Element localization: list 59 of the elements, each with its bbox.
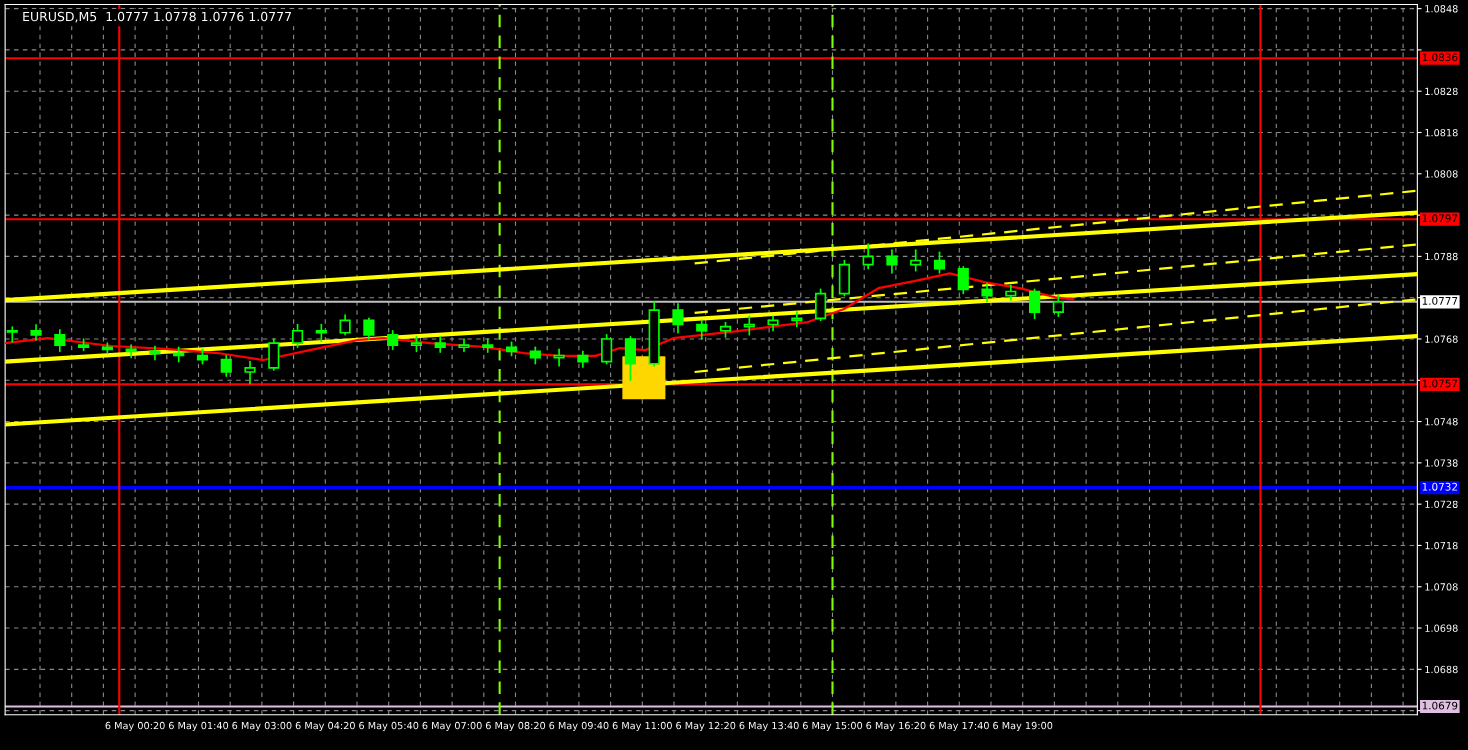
candlestick — [601, 334, 613, 365]
candlestick — [291, 323, 304, 349]
ref-line-label: 1.0757 — [1422, 379, 1458, 388]
ref-line-label: 1.0836 — [1422, 53, 1458, 62]
ref-line-label: 1.0797 — [1422, 214, 1458, 223]
candlestick — [482, 338, 494, 354]
x-tick-label: 6 May 00:20 — [105, 721, 165, 732]
x-tick-label: 6 May 16:20 — [866, 721, 926, 732]
y-tick-label: 1.0818 — [1425, 128, 1458, 137]
x-tick-label: 6 May 09:40 — [549, 721, 609, 732]
y-tick-label: 1.0738 — [1425, 459, 1458, 467]
y-tick-label: 1.0808 — [1425, 170, 1458, 178]
x-tick-label: 6 May 03:00 — [232, 721, 292, 732]
x-tick-label: 6 May 13:40 — [739, 721, 799, 732]
x-tick-label: 6 May 11:00 — [612, 721, 672, 732]
candlestick — [981, 282, 993, 303]
candlestick — [862, 243, 874, 270]
x-tick-label: 6 May 12:20 — [676, 721, 736, 732]
y-tick-label: 1.0708 — [1425, 583, 1458, 591]
ref-line-label: 1.0679 — [1422, 701, 1458, 710]
candlestick — [933, 251, 946, 274]
y-tick-label: 1.0728 — [1425, 500, 1458, 508]
y-tick-label: 1.0698 — [1425, 624, 1458, 632]
ref-line-label: 1.0732 — [1422, 482, 1457, 491]
y-tick-label: 1.0788 — [1425, 252, 1458, 261]
x-tick-label: 6 May 04:20 — [295, 721, 355, 732]
candlestick — [339, 314, 351, 336]
y-tick-label: 1.0718 — [1425, 541, 1458, 550]
x-tick-label: 6 May 19:00 — [993, 721, 1053, 732]
candlestick — [696, 319, 708, 340]
candlestick — [458, 338, 470, 353]
candlestick — [886, 249, 898, 274]
y-tick-label: 1.0748 — [1425, 418, 1458, 426]
candlestick — [553, 348, 565, 367]
y-tick-label: 1.0828 — [1425, 87, 1458, 96]
candlestick — [54, 329, 66, 353]
y-tick-label: 1.0688 — [1425, 665, 1458, 674]
x-tick-label: 6 May 01:40 — [168, 721, 229, 732]
ref-line-label: 1.0777 — [1422, 296, 1458, 305]
x-tick-label: 6 May 15:00 — [802, 721, 863, 732]
candlestick — [244, 360, 256, 385]
candlestick — [387, 329, 399, 351]
y-tick-label: 1.0848 — [1425, 5, 1458, 13]
x-tick-label: 6 May 07:00 — [422, 721, 482, 732]
x-tick-label: 6 May 08:20 — [485, 721, 546, 732]
y-tick-label: 1.0768 — [1425, 335, 1458, 343]
candlestick — [1028, 288, 1041, 320]
candlestick — [149, 345, 161, 361]
candlestick — [957, 265, 969, 295]
candlestick — [125, 344, 137, 359]
x-tick-label: 6 May 17:40 — [929, 721, 989, 732]
x-tick-label: 6 May 05:40 — [359, 721, 419, 732]
candlestick — [363, 317, 375, 340]
text: EURUSD,M5 1.0777 1.0778 1.0776 1.0777 — [23, 11, 291, 23]
candlestick — [220, 354, 232, 377]
candlestick — [672, 303, 684, 334]
candlestick — [1052, 294, 1064, 318]
candlestick — [6, 326, 18, 343]
candlestick — [791, 311, 803, 328]
